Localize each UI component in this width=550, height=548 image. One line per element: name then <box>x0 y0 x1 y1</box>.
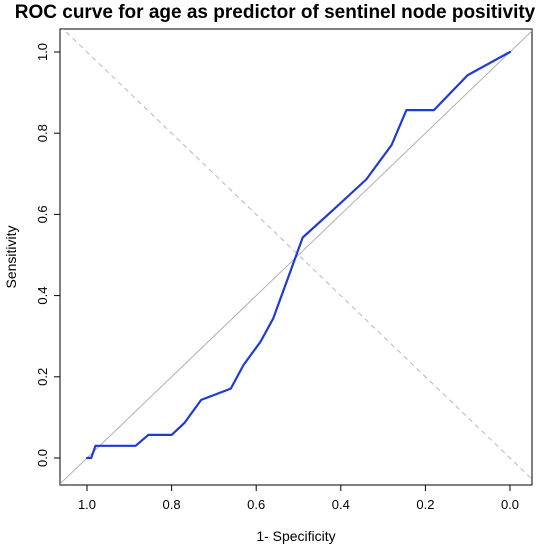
y-tick-label: 0.0 <box>35 449 50 467</box>
roc-curve-line <box>85 50 512 460</box>
x-tick-label: 0.0 <box>501 497 519 512</box>
chart-title: ROC curve for age as predictor of sentin… <box>14 2 536 23</box>
x-tick-label: 0.4 <box>332 497 350 512</box>
x-tick-label: 0.6 <box>247 497 265 512</box>
y-tick-label: 1.0 <box>35 43 50 61</box>
x-tick-label: 0.8 <box>163 497 181 512</box>
reference-diagonal <box>60 30 532 485</box>
y-tick-label: 0.8 <box>35 124 50 142</box>
y-axis: 0.0 0.2 0.4 0.6 0.8 1.0 <box>35 43 60 467</box>
series-layer <box>85 50 512 460</box>
x-axis-label: 1- Specificity <box>256 528 335 544</box>
y-tick-label: 0.2 <box>35 368 50 386</box>
y-tick-label: 0.4 <box>35 287 50 305</box>
plot-frame <box>59 28 533 486</box>
reference-lines <box>60 29 532 485</box>
x-tick-label: 1.0 <box>78 497 96 512</box>
x-tick-label: 0.2 <box>416 497 434 512</box>
y-tick-label: 0.6 <box>35 205 50 223</box>
x-axis: 1.0 0.8 0.6 0.4 0.2 0.0 <box>78 485 519 512</box>
y-axis-label: Sensitivity <box>3 225 19 288</box>
